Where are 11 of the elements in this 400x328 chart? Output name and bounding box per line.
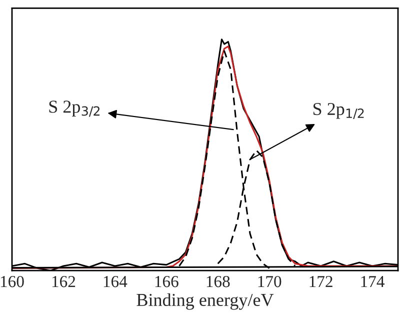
x-tick-label: 172 [310,276,332,288]
annotation: S 2p$_{1/2}$ [313,102,364,120]
x-tick-label: 162 [52,276,76,288]
x-tick-label: 160 [0,276,24,288]
x-axis-title: Binding energy/eV [136,293,274,310]
x-tick-label: 164 [104,276,128,288]
x-tick-label: 168 [206,276,230,288]
x-tick-label: 170 [258,276,282,288]
x-tick-label: 166 [155,276,178,288]
x-tick-label: 174 [361,276,385,288]
annotation: S 2p$_{3/2}$ [49,100,100,117]
